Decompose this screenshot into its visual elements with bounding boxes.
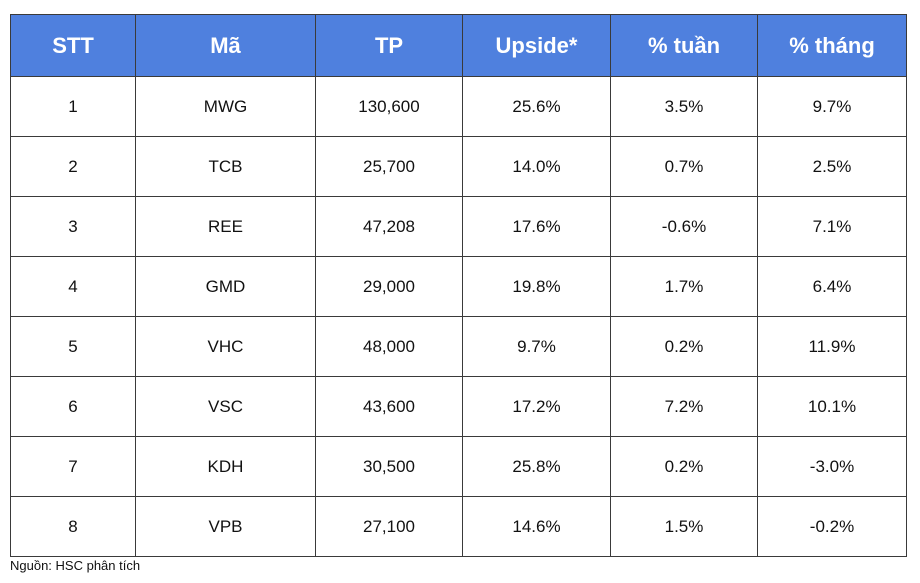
table-cell: 3: [10, 196, 136, 257]
header-cell: Mã: [135, 14, 316, 77]
table-cell: 7.2%: [610, 376, 758, 437]
table-cell: 0.2%: [610, 316, 758, 377]
table-cell: 30,500: [315, 436, 463, 497]
table-cell: 25,700: [315, 136, 463, 197]
table-cell: 27,100: [315, 496, 463, 557]
header-cell: % tuần: [610, 14, 758, 77]
table-cell: VPB: [135, 496, 316, 557]
table-cell: 0.2%: [610, 436, 758, 497]
table-cell: 7: [10, 436, 136, 497]
table-cell: 9.7%: [757, 76, 907, 137]
table-cell: 1.5%: [610, 496, 758, 557]
table-cell: VSC: [135, 376, 316, 437]
table-cell: TCB: [135, 136, 316, 197]
table-cell: KDH: [135, 436, 316, 497]
table-row: 3 REE 47,208 17.6% -0.6% 7.1%: [10, 196, 907, 257]
table-cell: 25.6%: [462, 76, 611, 137]
source-note: Nguồn: HSC phân tích: [10, 558, 141, 573]
header-cell: % tháng: [757, 14, 907, 77]
table-header: STT Mã TP Upside*% tuần% tháng: [10, 14, 907, 77]
table-cell: 130,600: [315, 76, 463, 137]
table-cell: 19.8%: [462, 256, 611, 317]
table-cell: 5: [10, 316, 136, 377]
table-cell: 3.5%: [610, 76, 758, 137]
table-cell: 1.7%: [610, 256, 758, 317]
header-cell: TP: [315, 14, 463, 77]
table-cell: VHC: [135, 316, 316, 377]
table-cell: 14.6%: [462, 496, 611, 557]
table-cell: 10.1%: [757, 376, 907, 437]
table-cell: 48,000: [315, 316, 463, 377]
table-cell: GMD: [135, 256, 316, 317]
table-cell: 9.7%: [462, 316, 611, 377]
table-cell: 25.8%: [462, 436, 611, 497]
table-body: 1 MWG 130,600 25.6% 3.5% 9.7% 2 TCB 25,700 14.0% 0…: [10, 76, 907, 557]
data-table: STT Mã TP Upside*% tuần% tháng 1 MWG 130,600 2…: [10, 14, 907, 557]
header-row: STT Mã TP Upside*% tuần% tháng: [10, 14, 907, 77]
table-row: 6 VSC 43,600 17.2% 7.2% 10.1%: [10, 376, 907, 437]
table-cell: 17.2%: [462, 376, 611, 437]
header-cell: STT: [10, 14, 136, 77]
table-cell: 11.9%: [757, 316, 907, 377]
table-cell: 43,600: [315, 376, 463, 437]
table-row: 5 VHC 48,000 9.7% 0.2% 11.9%: [10, 316, 907, 377]
table-cell: 4: [10, 256, 136, 317]
table-cell: 2.5%: [757, 136, 907, 197]
table-cell: 7.1%: [757, 196, 907, 257]
table-cell: 2: [10, 136, 136, 197]
table-cell: 8: [10, 496, 136, 557]
table-cell: 29,000: [315, 256, 463, 317]
table-row: 4 GMD 29,000 19.8% 1.7% 6.4%: [10, 256, 907, 317]
table-cell: 47,208: [315, 196, 463, 257]
table-cell: -0.2%: [757, 496, 907, 557]
table-row: 2 TCB 25,700 14.0% 0.7% 2.5%: [10, 136, 907, 197]
header-cell: Upside*: [462, 14, 611, 77]
table-cell: MWG: [135, 76, 316, 137]
table-row: 1 MWG 130,600 25.6% 3.5% 9.7%: [10, 76, 907, 137]
table-row: 8 VPB 27,100 14.6% 1.5% -0.2%: [10, 496, 907, 557]
table-cell: 6.4%: [757, 256, 907, 317]
table-cell: -0.6%: [610, 196, 758, 257]
table-cell: REE: [135, 196, 316, 257]
table-cell: 0.7%: [610, 136, 758, 197]
table-cell: 6: [10, 376, 136, 437]
table-cell: 17.6%: [462, 196, 611, 257]
table-cell: 1: [10, 76, 136, 137]
table-cell: -3.0%: [757, 436, 907, 497]
table-row: 7 KDH 30,500 25.8% 0.2% -3.0%: [10, 436, 907, 497]
table-cell: 14.0%: [462, 136, 611, 197]
